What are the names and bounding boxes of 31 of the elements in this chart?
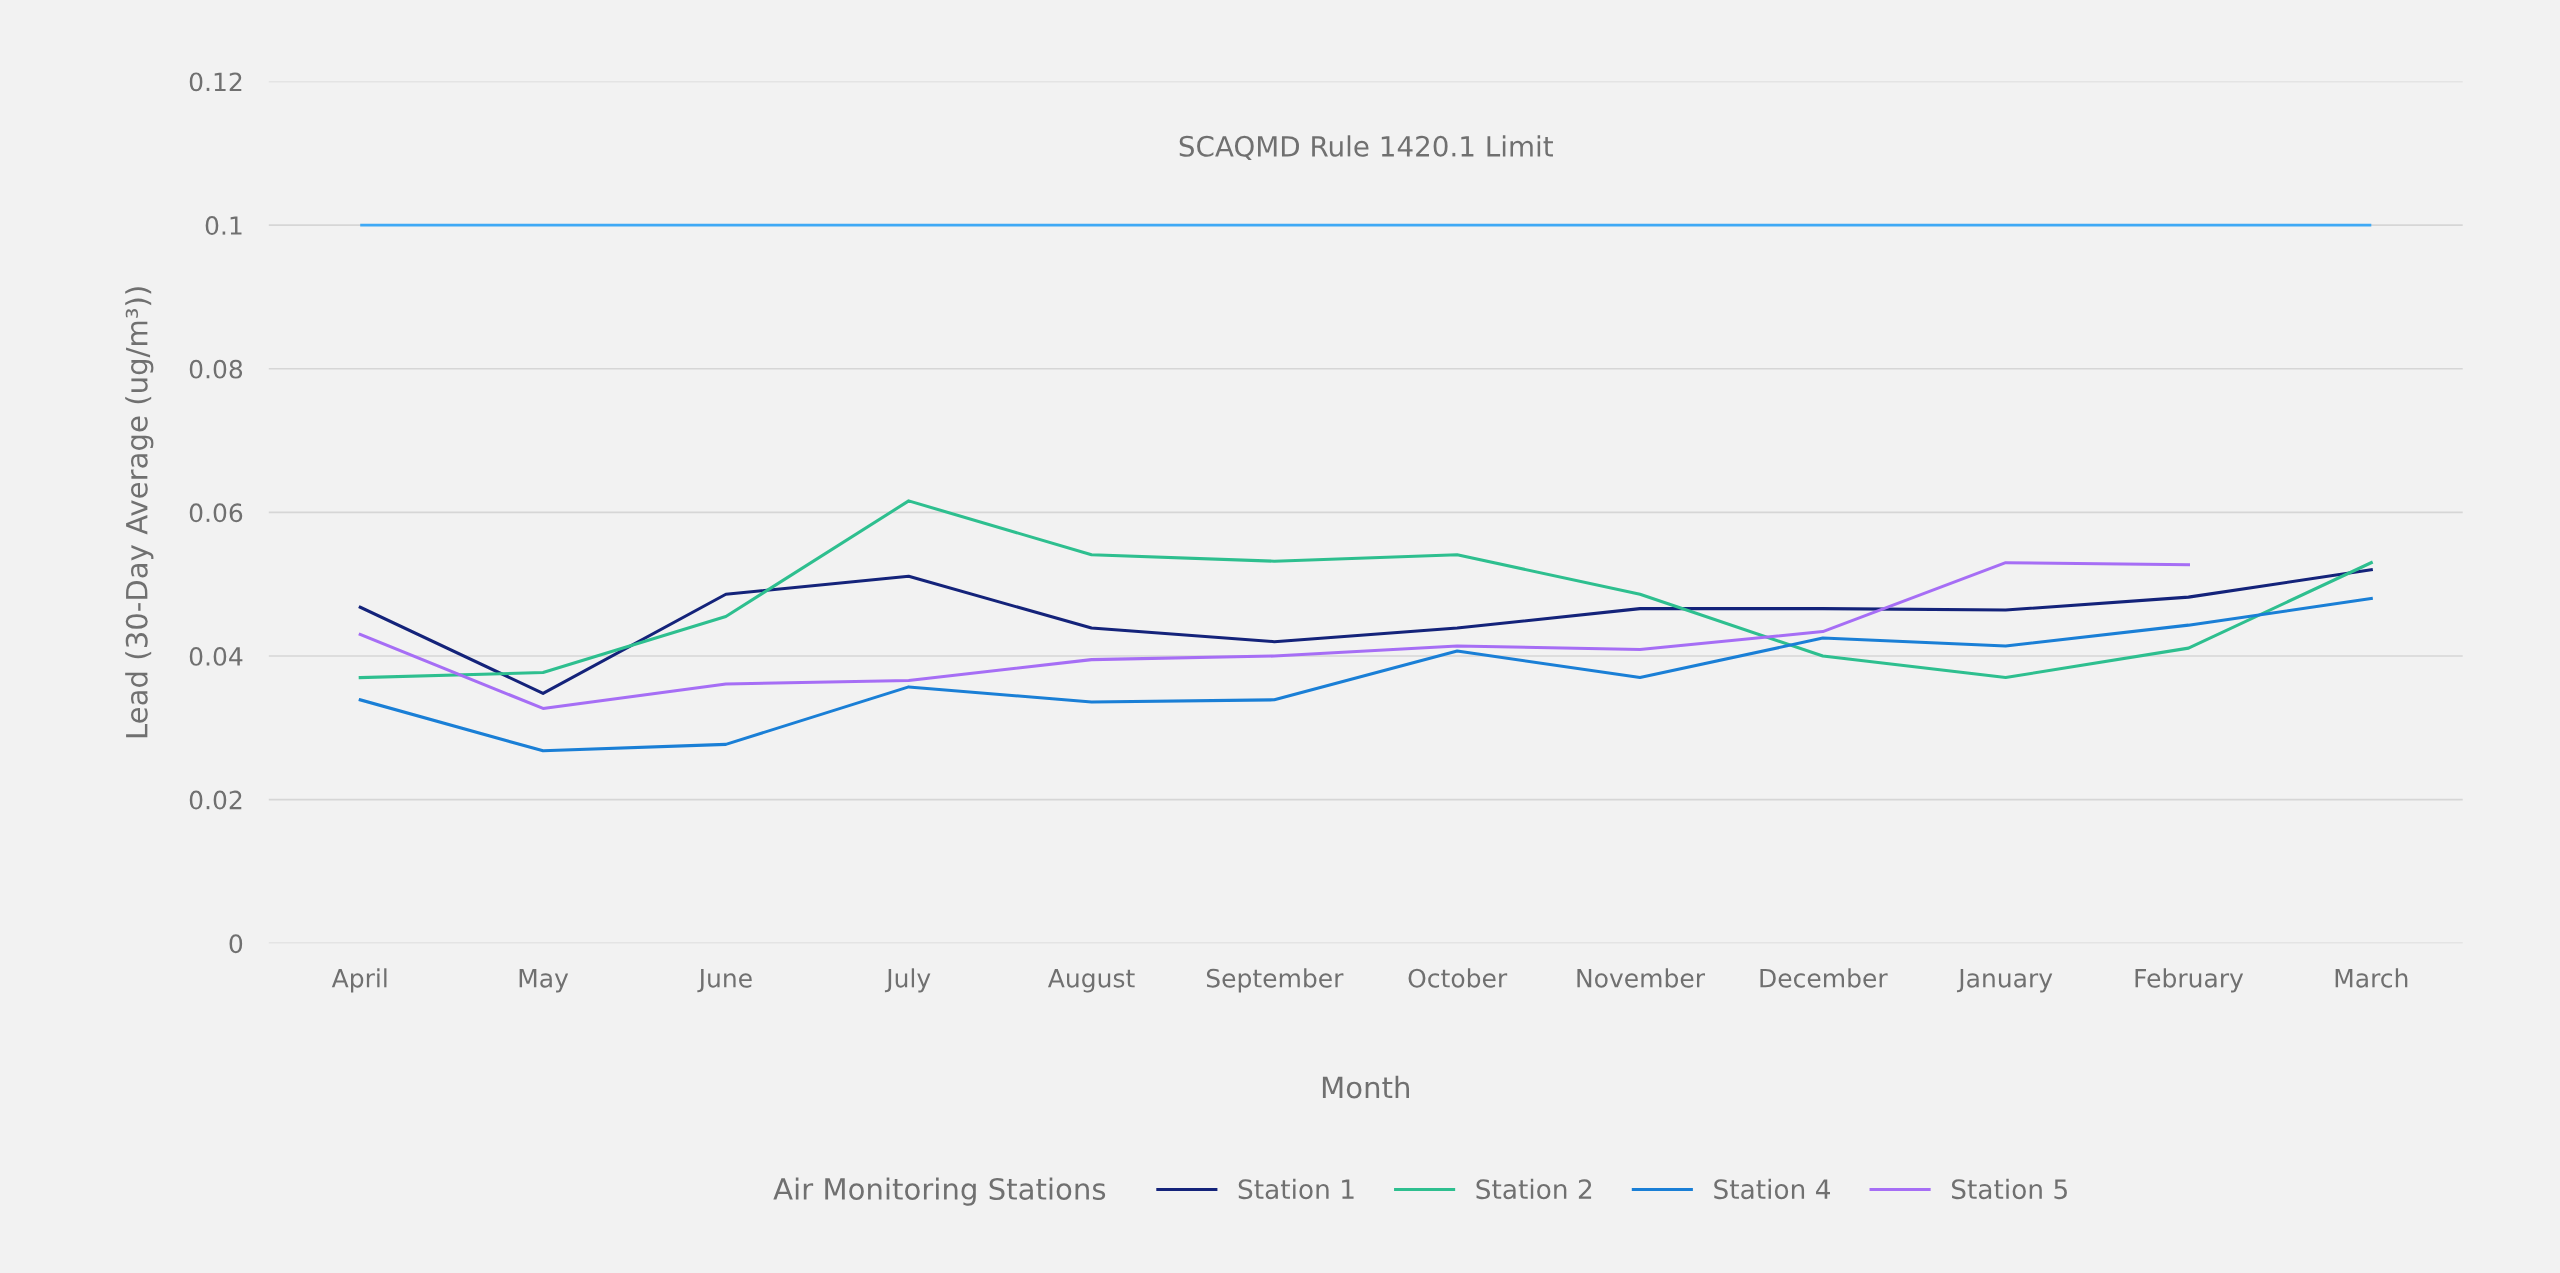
y-tick-label: 0 <box>229 934 243 954</box>
line-series <box>358 568 2373 695</box>
x-tick-label: August <box>1047 969 1135 993</box>
y-tick-label: 0.1 <box>205 216 242 235</box>
x-tick-label: March <box>2335 968 2408 988</box>
line-series <box>358 561 2191 710</box>
line-series <box>358 597 2373 753</box>
x-tick-label: December <box>1760 968 1888 988</box>
legend-label: Station 5 <box>1951 1178 2067 1200</box>
x-tick-label: July <box>884 968 931 993</box>
x-tick-label: September <box>1206 968 1344 993</box>
legend-title: Air Monitoring Stations <box>773 1177 1106 1206</box>
x-axis-title: Month <box>1322 1075 1409 1099</box>
y-tick-label: 0.06 <box>189 503 243 523</box>
x-tick-label: November <box>1577 968 1706 988</box>
y-tick-label: 0.04 <box>189 646 243 666</box>
x-tick-label: April <box>331 968 387 993</box>
x-tick-label: January <box>1956 969 2053 993</box>
y-axis-title: Lead (30-Day Average (ug/m³)) <box>125 287 154 738</box>
y-tick-label: 0.02 <box>189 790 242 810</box>
y-tick-label: 0.08 <box>189 359 243 379</box>
ref-line-label: SCAQMD Rule 1420.1 Limit <box>1179 135 1553 160</box>
legend-label: Station 4 <box>1714 1178 1830 1200</box>
x-tick-label: June <box>697 969 752 993</box>
x-tick-label: February <box>2135 968 2244 993</box>
x-tick-label: October <box>1408 968 1508 988</box>
line-series <box>358 499 2373 680</box>
y-tick-label: 0.12 <box>189 72 242 92</box>
legend-label: Station 1 <box>1238 1178 1354 1200</box>
legend-label: Station 2 <box>1476 1178 1592 1200</box>
x-tick-label: May <box>519 969 569 993</box>
